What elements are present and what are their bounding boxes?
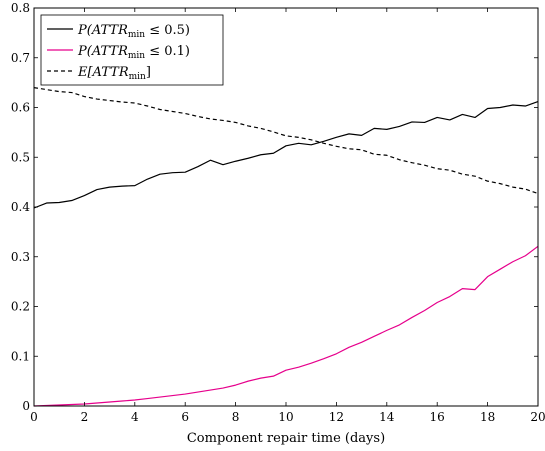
legend-entry-2: P(ATTRmin ≤ 0.1)	[77, 44, 190, 61]
legend-label-tail: ≤ 0.1)	[145, 44, 190, 59]
x-axis-title: Component repair time (days)	[187, 431, 385, 446]
series-line-2	[33, 245, 539, 407]
legend-entry-3: E[ATTRmin]	[77, 65, 151, 82]
y-tick-label: 0.3	[11, 250, 30, 264]
legend-label-tail: ≤ 0.5)	[145, 23, 190, 38]
x-tick-label: 16	[430, 410, 445, 424]
y-tick-label: 0.4	[11, 200, 30, 214]
legend-subscript: min	[129, 72, 146, 82]
series-line-1	[33, 100, 539, 209]
y-tick-label: 0.5	[11, 150, 30, 164]
y-tick-label: 0.1	[11, 349, 30, 363]
series-line-3	[33, 87, 539, 195]
legend-subscript: min	[128, 51, 145, 61]
x-tick-label: 0	[30, 410, 38, 424]
axis-ticks: 0 2 4 6 8 10 12 14 16 18 20 0 0.1 0.2 0.3 0.4 0.5 0.6 0.7 0…	[11, 1, 545, 424]
y-tick-label: 0.6	[11, 101, 30, 115]
legend-label: P(ATTR	[77, 23, 128, 38]
y-tick-label: 0	[22, 399, 30, 413]
x-tick-label: 20	[530, 410, 545, 424]
y-tick-label: 0.2	[11, 300, 30, 314]
legend-label: P(ATTR	[77, 44, 128, 59]
legend-label: E[ATTR	[77, 65, 129, 80]
x-tick-label: 2	[81, 410, 89, 424]
x-tick-label: 4	[131, 410, 139, 424]
x-tick-label: 14	[379, 410, 395, 424]
series-layer	[33, 87, 539, 407]
legend-subscript: min	[128, 30, 145, 40]
x-tick-label: 10	[278, 410, 293, 424]
y-tick-label: 0.7	[11, 51, 30, 65]
y-tick-label: 0.8	[11, 1, 30, 15]
x-tick-label: 8	[232, 410, 240, 424]
legend: P(ATTRmin ≤ 0.5)P(ATTRmin ≤ 0.1)E[ATTRmi…	[40, 14, 224, 86]
x-tick-label: 6	[181, 410, 189, 424]
x-tick-label: 18	[480, 410, 495, 424]
legend-entry-1: P(ATTRmin ≤ 0.5)	[77, 23, 190, 40]
legend-label-tail: ]	[146, 65, 151, 80]
x-tick-label: 12	[329, 410, 344, 424]
